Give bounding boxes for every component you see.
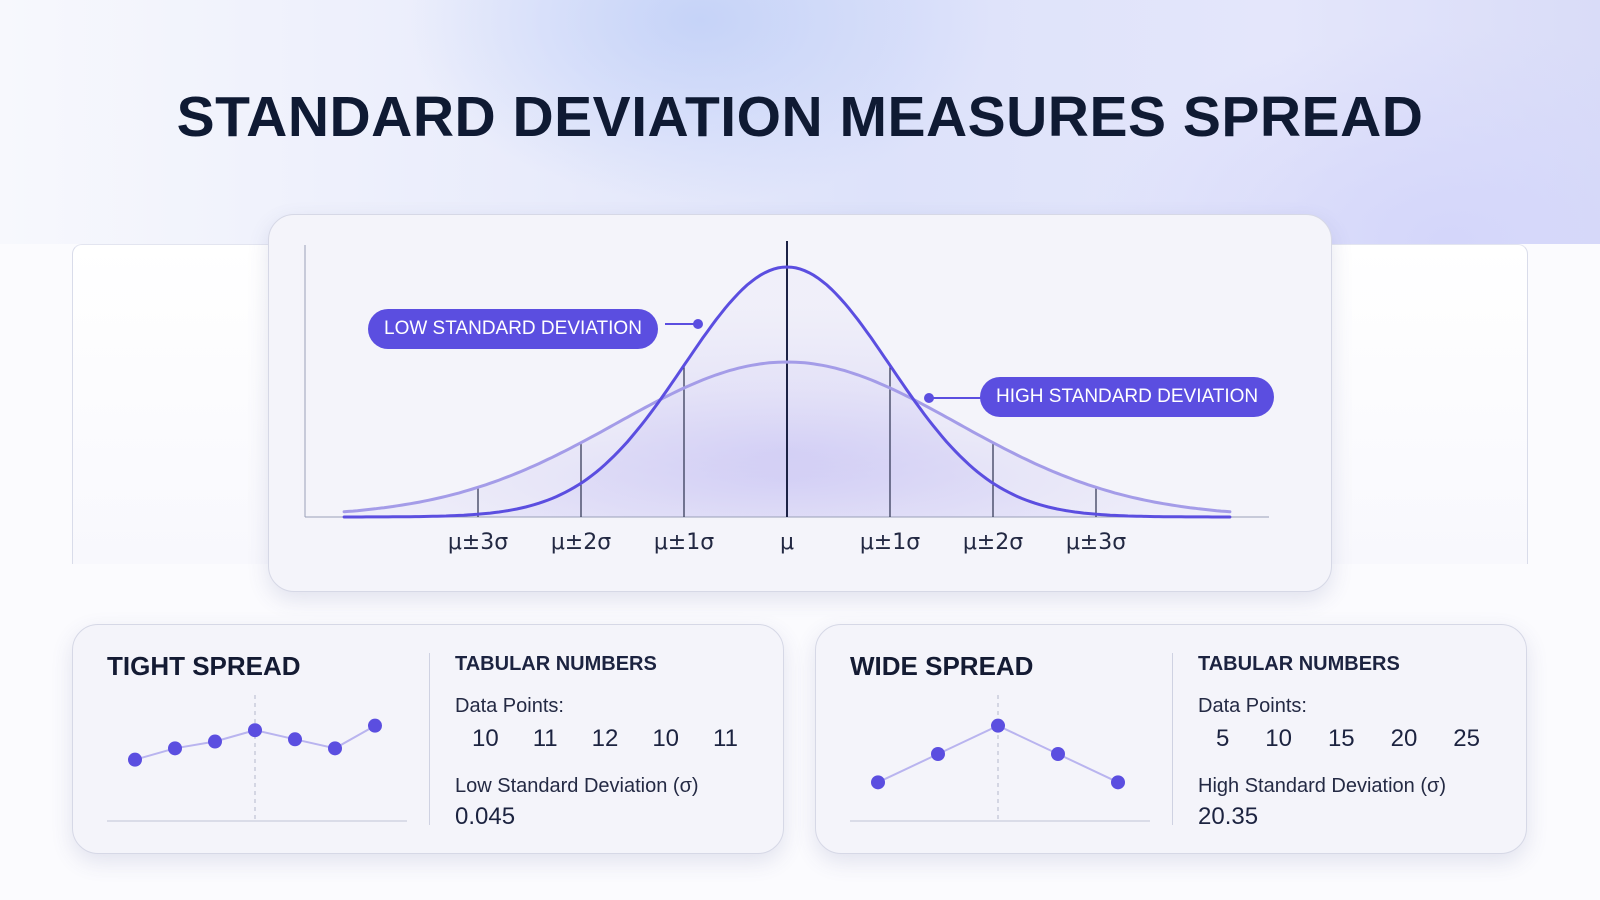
- high-sd-callout: HIGH STANDARD DEVIATION: [980, 377, 1275, 417]
- mini-data-point: [871, 775, 885, 790]
- data-points-list: 10 11 12 10 11: [455, 725, 755, 753]
- tight-spread-card: TIGHT SPREAD TABULAR NUMBERS Data Points…: [72, 624, 784, 854]
- low-sd-curve: [342, 265, 1232, 519]
- data-point-value: 10: [1265, 725, 1292, 752]
- mini-data-point: [288, 732, 302, 747]
- data-point-value: 12: [591, 725, 619, 752]
- data-point-value: 5: [1215, 725, 1230, 752]
- x-tick-label: μ±3σ: [1066, 530, 1126, 555]
- data-points-list: 5 10 15 20 25: [1198, 725, 1498, 753]
- data-point-value: 20: [1390, 725, 1418, 752]
- data-point-value: 10: [652, 725, 680, 752]
- sd-value: 0.045: [455, 803, 516, 830]
- wide-spread-card: WIDE SPREAD TABULAR NUMBERS Data Points:…: [815, 624, 1527, 854]
- x-tick-label: μ±1σ: [654, 530, 714, 555]
- mini-data-point: [208, 734, 222, 749]
- mini-data-point: [991, 718, 1005, 733]
- mini-data-point: [368, 718, 382, 733]
- mini-data-point: [1051, 747, 1065, 761]
- data-point-value: 25: [1453, 725, 1480, 752]
- data-points-label: Data Points:: [455, 695, 564, 717]
- high-callout-dot: [924, 393, 934, 403]
- mini-data-point: [248, 723, 262, 738]
- mini-data-point: [168, 741, 182, 756]
- low-callout-dot: [693, 319, 703, 329]
- x-tick-label: μ±2σ: [551, 530, 611, 555]
- card-divider: [429, 653, 430, 825]
- data-points-label: Data Points:: [1198, 695, 1307, 717]
- mini-data-point: [128, 752, 142, 767]
- x-tick-label: μ±1σ: [860, 530, 920, 555]
- page-title: STANDARD DEVIATION MEASURES SPREAD: [176, 85, 1424, 149]
- sd-label: High Standard Deviation (σ): [1198, 775, 1447, 797]
- mini-data-point: [931, 747, 945, 761]
- tight-spread-chart: [107, 695, 407, 822]
- low-sd-callout: LOW STANDARD DEVIATION: [368, 309, 658, 349]
- sd-value: 20.35: [1198, 803, 1259, 830]
- data-point-value: 15: [1327, 725, 1355, 752]
- x-tick-label: μ±2σ: [963, 530, 1023, 555]
- mini-data-point: [1111, 775, 1125, 790]
- data-point-value: 11: [532, 725, 558, 752]
- distribution-chart: μ±3σ μ±2σ μ±1σ μ μ±1σ μ±2σ μ±3σ: [304, 241, 1269, 555]
- header-background: [0, 0, 1600, 244]
- data-point-value: 11: [713, 725, 738, 752]
- sd-label: Low Standard Deviation (σ): [455, 775, 699, 797]
- mini-data-point: [328, 741, 342, 756]
- card-divider: [1172, 653, 1173, 825]
- wide-spread-chart: [850, 695, 1150, 822]
- x-tick-label: μ±3σ: [448, 530, 508, 555]
- high-sd-curve: [342, 360, 1232, 514]
- distribution-chart-card: μ±3σ μ±2σ μ±1σ μ μ±1σ μ±2σ μ±3σ: [268, 214, 1332, 592]
- wide-spread-title: WIDE SPREAD: [850, 651, 1034, 681]
- tabular-numbers-heading: TABULAR NUMBERS: [455, 653, 657, 675]
- tabular-numbers-heading: TABULAR NUMBERS: [1198, 653, 1400, 675]
- data-point-value: 10: [472, 725, 499, 752]
- x-tick-label: μ: [780, 530, 794, 555]
- tight-spread-title: TIGHT SPREAD: [107, 651, 301, 681]
